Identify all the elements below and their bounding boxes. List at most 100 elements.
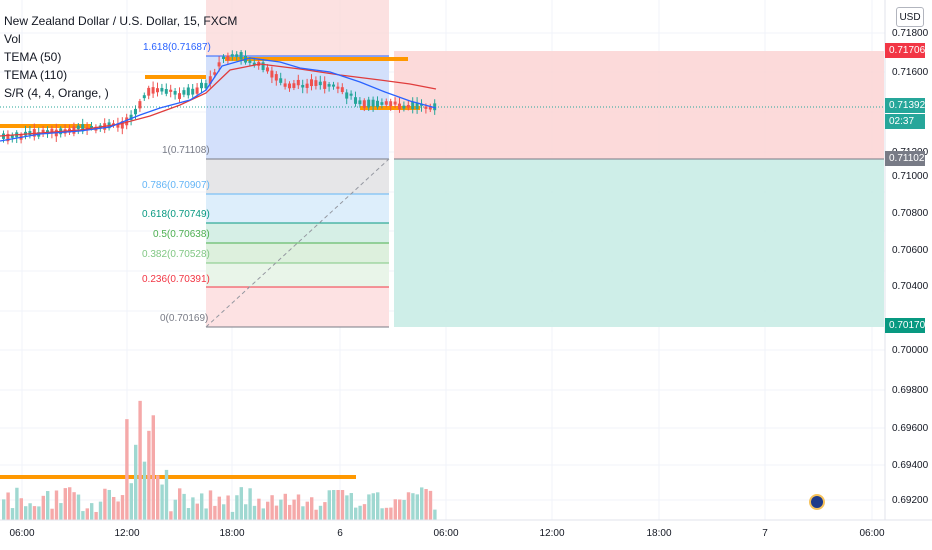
volume-bar [217,496,221,520]
volume-bar [261,508,265,520]
fib-background [206,0,389,327]
fib-label-0236: 0.236(0.70391) [142,274,210,285]
candle [204,83,208,89]
price-tick: 0.71800 [892,28,929,39]
candle [125,117,129,126]
candle [314,80,318,86]
stop-price-badge: 0.70170 [885,318,925,333]
volume-bar [151,415,155,520]
candle [81,124,85,132]
volume-bar [32,506,37,520]
volume-bar [235,495,239,520]
candle [235,54,239,57]
volume-bar [288,504,292,520]
tema-110-line [0,63,437,137]
volume-bar [28,503,32,520]
fib-label-0618: 0.618(0.70749) [142,209,210,220]
candle [213,72,217,75]
price-tick: 0.69600 [892,423,929,434]
volume-bar [389,507,393,520]
legend-tema-50[interactable]: TEMA (50) [4,50,62,64]
candle [318,81,322,86]
volume-bar [186,508,191,520]
volume-bar [68,487,72,520]
volume-bar [129,483,133,520]
candle [226,55,230,61]
volume-bar [301,506,305,520]
volume-bar [200,493,204,520]
volume-bar [41,495,45,520]
volume-bar [116,501,120,520]
candle [142,95,146,99]
legend-tema-110[interactable]: TEMA (110) [4,68,68,82]
price-tick: 0.70600 [892,245,929,256]
candle [270,70,274,78]
candle [358,100,362,105]
volume-bar [15,487,19,520]
candle [156,88,159,93]
volume-bar [107,489,111,520]
candle [169,89,173,92]
candle [10,135,14,138]
volume-bar [90,503,94,520]
time-tick: 06:00 [859,528,885,539]
candle [389,101,393,107]
legend-vol[interactable]: Vol [4,32,21,46]
volume-bar [279,499,283,520]
volume-bar [54,490,59,520]
position-tool [394,51,884,327]
candle [384,101,388,105]
candle [147,87,151,96]
fib-label-05: 0.5(0.70638) [153,229,210,240]
fib-label-0786: 0.786(0.70907) [142,180,210,191]
time-tick: 12:00 [539,528,565,539]
volume-bar [46,491,50,520]
volume-bar [19,498,23,520]
fib-label-0: 0(0.70169) [160,313,209,324]
candle [239,52,243,60]
volume-bar [358,505,362,520]
volume-bar [420,487,424,520]
volume-bar [314,509,318,520]
candle [151,87,155,94]
price-tick: 0.71600 [892,67,929,78]
nz-flag-event-icon[interactable] [809,494,825,510]
volume-bar [244,504,248,520]
volume-bar [6,492,10,520]
price-tick: 0.71000 [892,171,929,182]
volume-bar [411,493,415,520]
candle [120,121,124,129]
current-price-badge: 0.71392 [885,98,925,113]
candle [164,89,168,94]
volume-bar [345,495,349,520]
candle [274,74,278,81]
volume-bar [164,469,169,520]
entry-price-badge: 0.71102 [885,151,925,166]
volume-bar [76,494,81,520]
volume-bar [252,505,257,520]
candle [191,88,195,95]
candle [327,84,331,87]
volume-bar [248,488,252,520]
volume-bar [182,493,186,520]
volume-bar [147,430,151,520]
volume-bar [2,499,6,520]
volume-bar [37,506,41,520]
volume-bar [257,498,261,520]
volume-bar [24,506,28,520]
candle [41,129,45,133]
candle [354,97,357,104]
symbol-title[interactable]: New Zealand Dollar / U.S. Dollar, 15, FX… [4,14,238,28]
volume-bar [318,505,323,520]
volume-bar [380,508,384,520]
candle [186,87,190,96]
candle [398,103,401,110]
candle [28,131,32,136]
candle [305,83,309,88]
currency-button[interactable]: USD [896,7,924,27]
candle [266,67,269,72]
legend-sr[interactable]: S/R (4, 4, Orange, ) [4,86,109,100]
volume-bar [173,499,177,520]
price-tick: 0.69800 [892,385,929,396]
